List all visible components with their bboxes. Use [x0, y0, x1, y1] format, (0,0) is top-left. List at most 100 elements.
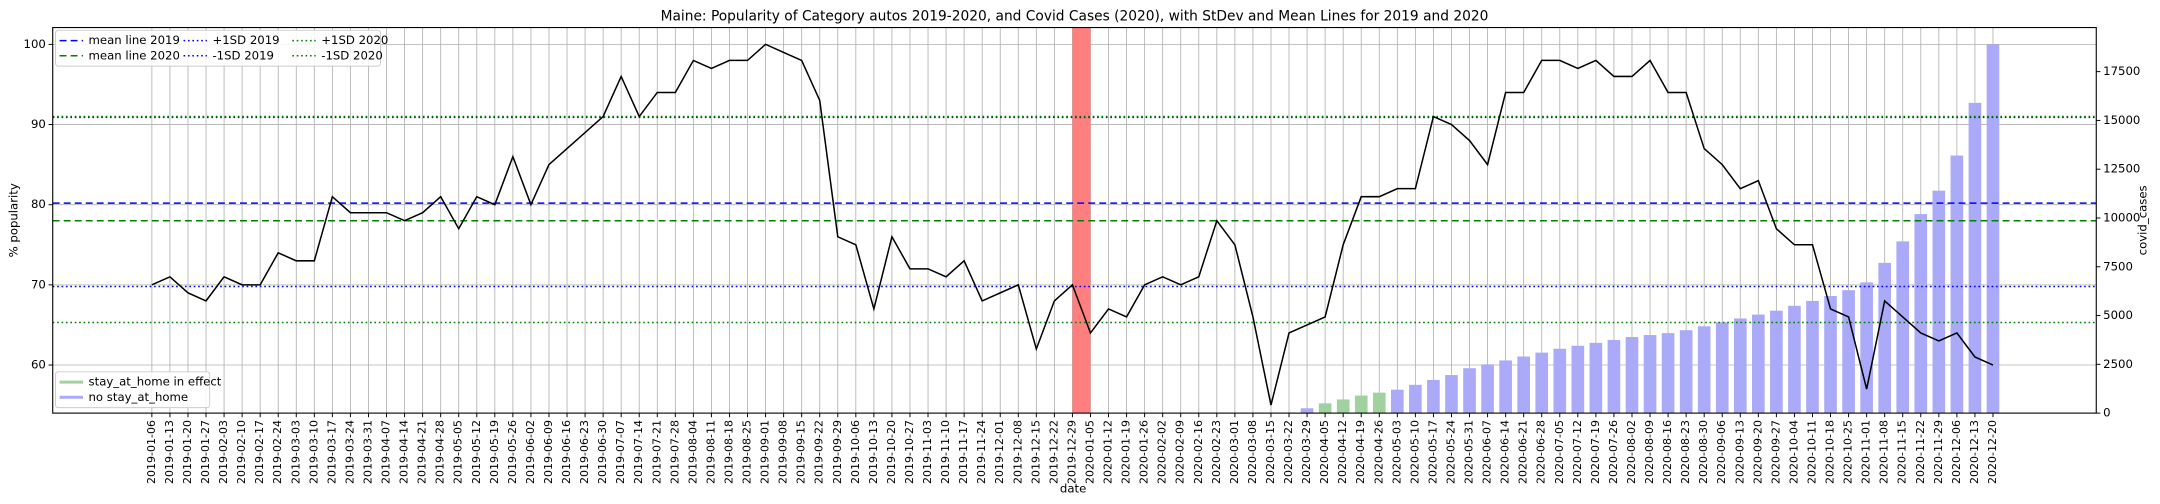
legend-label: mean line 2020	[89, 48, 180, 62]
x-tick-label: 2019-10-27	[903, 420, 916, 484]
x-tick-label: 2020-04-19	[1354, 420, 1367, 484]
x-tick-label: 2019-01-06	[145, 420, 158, 484]
x-tick-label: 2019-06-16	[560, 420, 573, 484]
x-tick-label: 2019-03-10	[307, 420, 320, 484]
x-tick-label: 2020-12-13	[1968, 420, 1981, 484]
x-axis-label: date	[1060, 481, 1086, 495]
x-tick-label: 2020-04-05	[1318, 420, 1331, 484]
bar	[1535, 352, 1549, 414]
x-tick-label: 2020-10-18	[1824, 420, 1837, 484]
legend-label: stay_at_home in effect	[89, 375, 222, 389]
x-tick-label: 2020-11-08	[1878, 420, 1891, 484]
legend-label: +1SD 2019	[212, 33, 279, 47]
x-tick-label: 2020-11-29	[1932, 420, 1945, 484]
x-tick-label: 2019-08-18	[722, 420, 735, 484]
x-tick-label: 2020-03-29	[1300, 420, 1313, 484]
x-tick-label: 2020-10-11	[1805, 420, 1818, 484]
bar	[1896, 241, 1910, 414]
x-tick-label: 2019-05-05	[452, 420, 465, 484]
y2-tick-label: 12500	[2103, 162, 2140, 176]
y-tick-label: 100	[24, 37, 46, 51]
bar	[1643, 335, 1657, 414]
y2-tick-label: 5000	[2103, 308, 2133, 322]
x-tick-label: 2020-05-03	[1390, 420, 1403, 484]
x-tick-label: 2020-12-20	[1986, 420, 1999, 484]
x-tick-label: 2019-03-17	[325, 420, 338, 484]
x-tick-label: 2019-06-02	[524, 420, 537, 484]
bar	[1553, 348, 1567, 414]
x-tick-label: 2020-02-16	[1192, 420, 1205, 484]
x-tick-label: 2020-07-12	[1571, 420, 1584, 484]
x-tick-label: 2020-02-02	[1156, 420, 1169, 484]
legend-box	[54, 29, 381, 67]
plot-frame	[52, 26, 2097, 414]
x-tick-label: 2019-06-30	[596, 420, 609, 484]
x-tick-label: 2019-03-03	[289, 420, 302, 484]
y-axis-label: % popularity	[7, 183, 21, 257]
bar	[1336, 399, 1350, 414]
y-tick-label: 90	[31, 117, 46, 131]
x-tick-label: 2019-11-03	[921, 420, 934, 484]
x-tick-label: 2020-08-16	[1661, 420, 1674, 484]
x-tick-label: 2020-05-24	[1444, 420, 1457, 484]
x-tick-label: 2020-02-09	[1174, 420, 1187, 484]
y-tick-label: 60	[31, 358, 46, 372]
bar	[1571, 345, 1585, 414]
y2-tick-label: 15000	[2103, 113, 2140, 127]
x-tick-label: 2020-06-21	[1517, 420, 1530, 484]
x-tick-label: 2020-10-25	[1842, 420, 1855, 484]
x-tick-label: 2019-03-31	[361, 420, 374, 484]
y2-tick-label: 7500	[2103, 259, 2133, 273]
x-tick-label: 2019-04-28	[434, 420, 447, 484]
x-tick-label: 2020-10-04	[1787, 420, 1800, 484]
x-tick-label: 2020-12-06	[1950, 420, 1963, 484]
y2-axis-label: covid_cases	[2136, 185, 2150, 255]
bar	[1391, 389, 1404, 414]
x-tick-label: 2020-01-12	[1102, 420, 1115, 484]
bar	[1589, 342, 1603, 414]
x-tick-label: 2019-11-24	[975, 420, 988, 484]
bar	[1932, 190, 1946, 414]
chart-title: Maine: Popularity of Category autos 2019…	[661, 9, 1489, 25]
x-tick-label: 2019-12-15	[1029, 420, 1042, 484]
x-tick-label: 2020-03-15	[1264, 420, 1277, 484]
x-tick-label: 2019-09-08	[777, 420, 790, 484]
x-tick-label: 2020-01-05	[1083, 420, 1096, 484]
x-tick-label: 2019-12-08	[1011, 420, 1024, 484]
x-tick-label: 2020-03-01	[1228, 420, 1241, 484]
x-tick-label: 2020-11-15	[1896, 420, 1909, 484]
x-tick-label: 2019-12-01	[993, 420, 1006, 484]
bar	[1499, 360, 1512, 414]
x-tick-label: 2019-07-28	[668, 420, 681, 484]
x-tick-label: 2020-11-22	[1914, 420, 1927, 484]
x-tick-label: 2019-05-26	[506, 420, 519, 484]
x-tick-label: 2019-05-19	[488, 420, 501, 484]
bar	[1914, 214, 1928, 414]
x-tick-label: 2020-03-08	[1246, 420, 1259, 484]
bar	[1986, 44, 2000, 414]
x-tick-label: 2020-07-26	[1607, 420, 1620, 484]
bar	[1427, 379, 1440, 414]
x-tick-label: 2019-07-21	[650, 420, 663, 484]
x-tick-label: 2019-07-07	[614, 420, 627, 484]
legend-label: +1SD 2020	[321, 33, 388, 47]
bar	[1806, 300, 1819, 414]
bar	[1625, 337, 1639, 414]
x-tick-label: 2020-05-10	[1408, 420, 1421, 484]
bar	[1860, 282, 1873, 414]
x-tick-label: 2019-06-09	[542, 420, 555, 484]
x-tick-label: 2020-08-09	[1643, 420, 1656, 484]
legend-label: -1SD 2019	[212, 48, 274, 62]
bar	[1354, 395, 1368, 414]
bar	[1788, 305, 1801, 414]
x-tick-label: 2019-02-17	[253, 420, 266, 484]
bar	[1950, 155, 1964, 414]
x-tick-label: 2020-04-12	[1336, 420, 1349, 484]
x-tick-label: 2019-02-03	[217, 420, 230, 484]
x-tick-label: 2020-08-30	[1697, 420, 1710, 484]
x-tick-label: 2020-01-26	[1138, 420, 1151, 484]
x-tick-label: 2019-08-25	[741, 420, 754, 484]
popularity-line	[151, 43, 1994, 406]
x-tick-label: 2019-09-22	[813, 420, 826, 484]
bar	[1733, 318, 1747, 414]
